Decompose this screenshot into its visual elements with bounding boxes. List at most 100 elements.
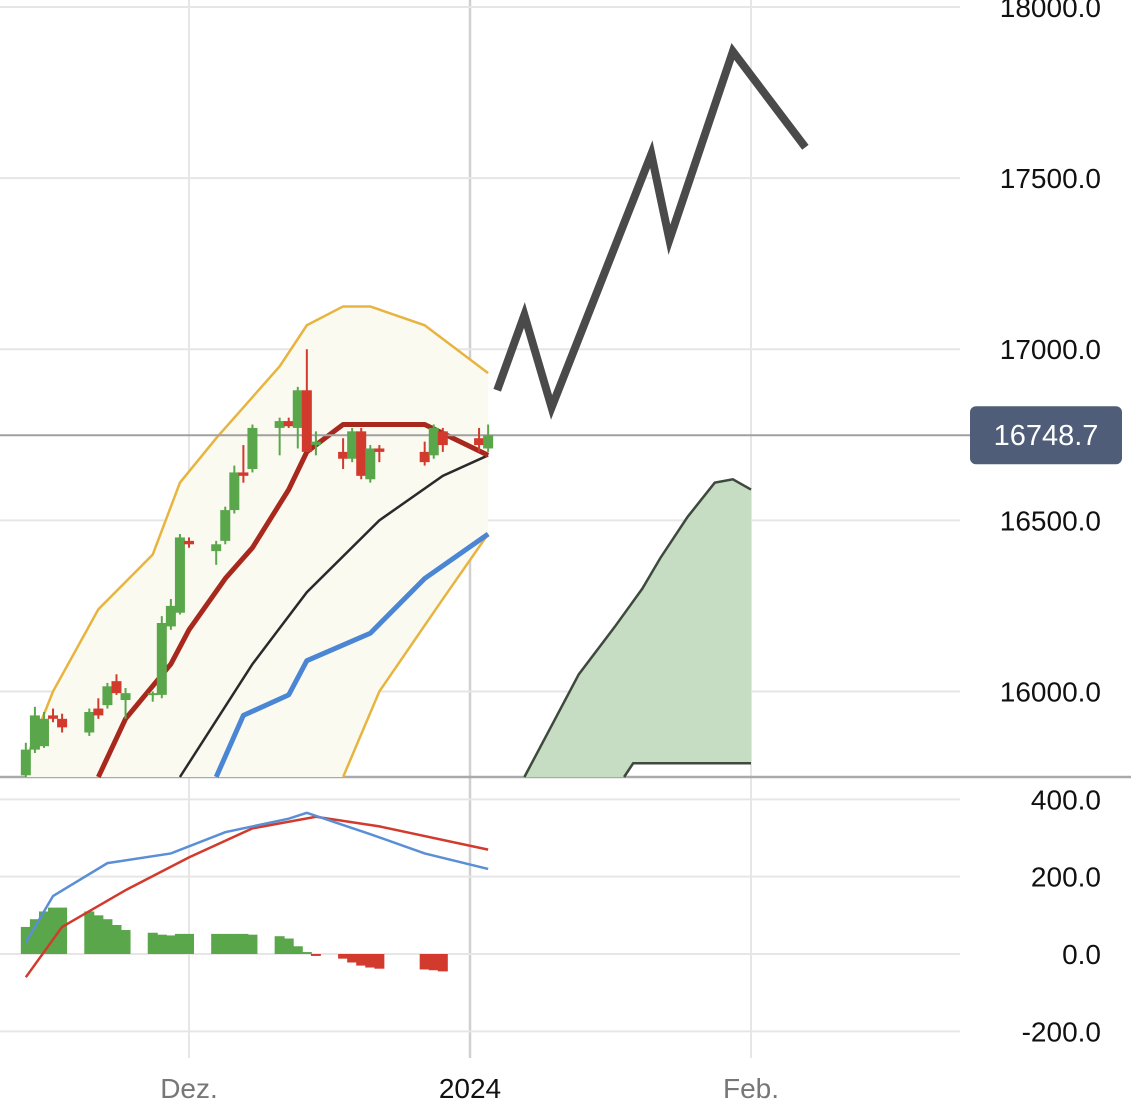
candle-body xyxy=(292,390,303,428)
candle-body xyxy=(483,435,494,449)
price-axis-tick-label: 16500.0 xyxy=(1000,505,1101,536)
macd-histogram-bar xyxy=(310,954,321,956)
macd-axis-tick-label: 0.0 xyxy=(1062,939,1101,970)
macd-histogram-bar xyxy=(156,934,167,954)
macd-panel xyxy=(20,811,489,978)
candle xyxy=(184,537,194,548)
macd-histogram-bar xyxy=(365,954,376,968)
candle xyxy=(147,691,158,702)
candle xyxy=(428,424,439,459)
macd-histogram-bar xyxy=(301,952,312,954)
candle-body xyxy=(301,390,312,452)
macd-histogram-bar xyxy=(220,933,231,954)
moving-average-mid xyxy=(178,454,489,778)
candle-body xyxy=(111,681,122,694)
candle-body xyxy=(474,438,485,446)
price-axis-tick-label: 16000.0 xyxy=(1000,676,1101,707)
cloud-lower-edge xyxy=(623,762,751,778)
candle xyxy=(474,427,485,452)
macd-histogram-bar xyxy=(292,946,303,954)
macd-histogram-bar xyxy=(338,954,349,959)
candle-body xyxy=(102,686,113,706)
candle xyxy=(437,427,448,452)
macd-histogram-bar xyxy=(283,938,294,954)
candle-body xyxy=(184,540,194,545)
candle xyxy=(419,441,430,466)
candle-body xyxy=(247,427,258,469)
candle-body xyxy=(93,708,104,716)
candle-body xyxy=(165,605,176,627)
candle xyxy=(111,674,122,695)
candle-body xyxy=(356,431,367,476)
candle-body xyxy=(229,472,240,511)
candle-body xyxy=(437,431,448,446)
candle-body xyxy=(29,715,40,750)
macd-histogram-bar xyxy=(84,911,95,954)
candle xyxy=(57,713,68,733)
cloud-fill xyxy=(524,479,751,777)
macd-histogram-bar xyxy=(165,935,176,954)
macd-histogram-bar xyxy=(356,954,367,966)
candle-body xyxy=(274,421,285,428)
price-axis-tick-label: 17000.0 xyxy=(1000,334,1101,365)
macd-histogram-bar xyxy=(29,919,40,954)
candle xyxy=(220,506,231,545)
candle xyxy=(38,711,49,748)
candle-body xyxy=(147,693,158,696)
macd-histogram-bar xyxy=(229,933,240,954)
macd-histogram-bar xyxy=(274,936,285,954)
macd-histogram-bar xyxy=(147,932,158,954)
candle xyxy=(347,427,358,463)
candle-body xyxy=(57,718,68,728)
macd-histogram-bar xyxy=(93,915,104,954)
x-axis-tick-label: Feb. xyxy=(723,1073,779,1103)
price-badge-background xyxy=(970,406,1122,465)
candle-body xyxy=(84,711,95,733)
forecast-line xyxy=(493,43,809,420)
macd-histogram-bar xyxy=(211,933,222,954)
candle xyxy=(310,431,321,456)
price-axis-tick-label: 18000.0 xyxy=(1000,0,1101,23)
candle-body xyxy=(283,421,294,427)
x-axis-tick-label: Dez. xyxy=(160,1073,218,1103)
x-axis-tick-label: 2024 xyxy=(439,1073,501,1103)
candle xyxy=(48,708,59,723)
candle xyxy=(247,424,258,473)
candle-body xyxy=(365,448,376,480)
macd-line xyxy=(24,811,489,944)
candle xyxy=(93,698,104,719)
bollinger-lower-line xyxy=(341,533,490,778)
candle xyxy=(338,438,349,469)
candle xyxy=(283,417,294,428)
macd-histogram-bar xyxy=(111,925,122,954)
macd-histogram-bar xyxy=(437,954,448,972)
macd-histogram-bar xyxy=(238,933,249,954)
macd-histogram-bar xyxy=(120,930,131,954)
axis-labels: 16000.0 16500.0 17000.0 17500.0 18000.0 -200.… xyxy=(160,0,1101,1103)
candle xyxy=(229,465,240,514)
bollinger-upper-line xyxy=(24,305,489,761)
candle-body xyxy=(428,427,439,456)
cloud-upper-edge xyxy=(523,477,752,778)
candle xyxy=(374,445,385,463)
candle-body xyxy=(174,537,185,613)
candle xyxy=(292,386,303,449)
macd-histogram-bar xyxy=(48,907,59,954)
candle-body xyxy=(347,431,358,459)
moving-average-slow xyxy=(213,531,490,779)
candle-body xyxy=(310,441,321,446)
macd-histogram-bar xyxy=(428,954,439,971)
price-axis-tick-label: 17500.0 xyxy=(1000,163,1101,194)
x-axis-highlight-bg xyxy=(416,1065,524,1103)
candle xyxy=(84,708,95,736)
price-badge-value: 16748.7 xyxy=(994,420,1099,452)
candle-body xyxy=(419,451,430,463)
candle xyxy=(483,424,494,452)
macd-histogram-bar xyxy=(347,954,358,963)
candlestick-series xyxy=(20,349,494,777)
last-price-badge[interactable]: 16748.7 xyxy=(970,406,1122,465)
macd-histogram-bar xyxy=(247,934,258,954)
candle xyxy=(238,445,249,483)
candle xyxy=(29,706,40,754)
